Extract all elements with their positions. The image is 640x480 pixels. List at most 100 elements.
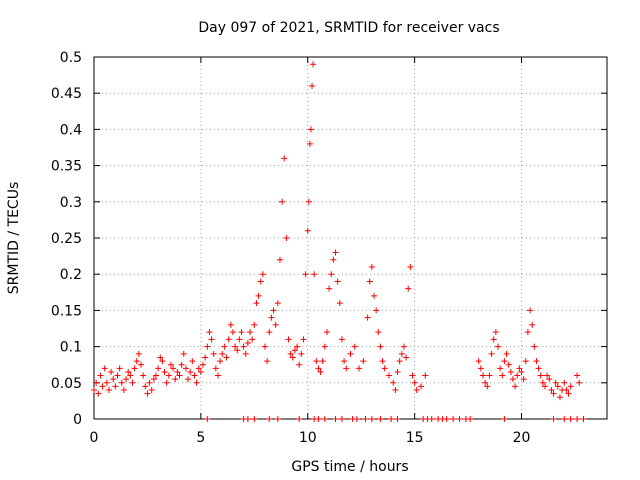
data-point	[486, 372, 493, 379]
data-point	[392, 387, 399, 394]
data-point	[219, 350, 226, 357]
data-point	[499, 372, 506, 379]
data-point	[494, 343, 501, 350]
data-point	[580, 416, 587, 422]
data-point	[268, 314, 275, 321]
data-point	[180, 350, 187, 357]
data-point	[544, 372, 551, 379]
data-point	[326, 285, 333, 292]
data-point	[157, 354, 164, 361]
data-point	[492, 329, 499, 336]
data-point	[552, 379, 559, 386]
data-point	[309, 82, 316, 89]
data-point	[535, 365, 542, 372]
y-tick-label: 0.25	[51, 231, 82, 247]
data-point	[409, 372, 416, 379]
data-points	[91, 61, 587, 422]
data-point	[204, 416, 211, 422]
data-point	[253, 300, 260, 307]
data-point	[185, 376, 192, 383]
data-point	[101, 365, 108, 372]
data-point	[334, 278, 341, 285]
data-point	[283, 235, 290, 241]
data-point	[341, 358, 348, 365]
data-point	[321, 416, 328, 422]
y-tick-label: 0.4	[60, 122, 82, 138]
data-point	[144, 390, 151, 397]
y-tick-label: 0.5	[60, 50, 82, 66]
data-point	[576, 379, 583, 386]
data-point	[373, 307, 380, 314]
data-point	[259, 271, 266, 278]
data-point	[480, 372, 487, 379]
data-point	[281, 155, 288, 162]
data-point	[242, 350, 249, 357]
data-point	[214, 372, 221, 379]
data-point	[456, 416, 463, 422]
x-axis-title: GPS time / hours	[291, 459, 408, 475]
grid-lines	[94, 57, 607, 419]
data-point	[152, 372, 159, 379]
data-point	[307, 126, 314, 133]
data-point	[161, 368, 168, 375]
y-tick-labels: 0 0.05 0.1 0.15 0.2 0.25 0.3 0.35 0.4 0.45 0.5	[51, 50, 82, 428]
data-point	[244, 416, 251, 422]
data-point	[272, 321, 279, 328]
data-point	[249, 336, 256, 343]
data-point	[178, 361, 185, 368]
data-point	[351, 343, 358, 350]
x-tick-label: 5	[196, 430, 205, 446]
data-point	[368, 416, 375, 422]
data-point	[125, 368, 132, 375]
data-point	[467, 416, 474, 422]
data-point	[114, 372, 121, 379]
data-point	[187, 368, 194, 375]
x-tick-label: 10	[299, 430, 317, 446]
y-axis-title: SRMTID / TECUs	[6, 182, 22, 295]
data-point	[221, 343, 228, 350]
data-point	[105, 387, 112, 394]
data-point	[330, 256, 337, 263]
data-point	[338, 416, 345, 422]
data-point	[123, 376, 130, 383]
data-point	[542, 383, 549, 390]
data-point	[377, 343, 384, 350]
data-point	[165, 372, 172, 379]
data-point	[112, 383, 119, 390]
data-point	[306, 140, 313, 147]
data-point	[176, 372, 183, 379]
data-point	[321, 343, 328, 350]
data-point	[150, 376, 157, 383]
data-point	[116, 365, 123, 372]
data-point	[360, 358, 367, 365]
y-tick-label: 0.2	[60, 267, 82, 283]
data-point	[206, 329, 213, 336]
data-point	[381, 365, 388, 372]
data-point	[353, 416, 360, 422]
data-point	[450, 416, 457, 422]
data-point	[91, 387, 97, 394]
data-point	[167, 361, 174, 368]
y-tick-label: 0.1	[60, 340, 82, 356]
x-tick-label: 0	[90, 430, 99, 446]
data-point	[567, 383, 574, 390]
data-point	[375, 329, 382, 336]
data-point	[379, 358, 386, 365]
data-point	[484, 383, 491, 390]
data-point	[501, 358, 508, 365]
data-point	[574, 416, 581, 422]
data-point	[518, 368, 525, 375]
data-point	[257, 278, 264, 285]
data-point	[195, 365, 202, 372]
data-point	[238, 329, 245, 336]
data-point	[174, 368, 181, 375]
data-point	[418, 383, 425, 390]
data-point	[182, 365, 189, 372]
data-point	[362, 416, 369, 422]
data-point	[546, 376, 553, 383]
data-point	[505, 361, 512, 368]
data-point	[232, 343, 239, 350]
data-point	[133, 358, 140, 365]
data-point	[490, 336, 497, 343]
